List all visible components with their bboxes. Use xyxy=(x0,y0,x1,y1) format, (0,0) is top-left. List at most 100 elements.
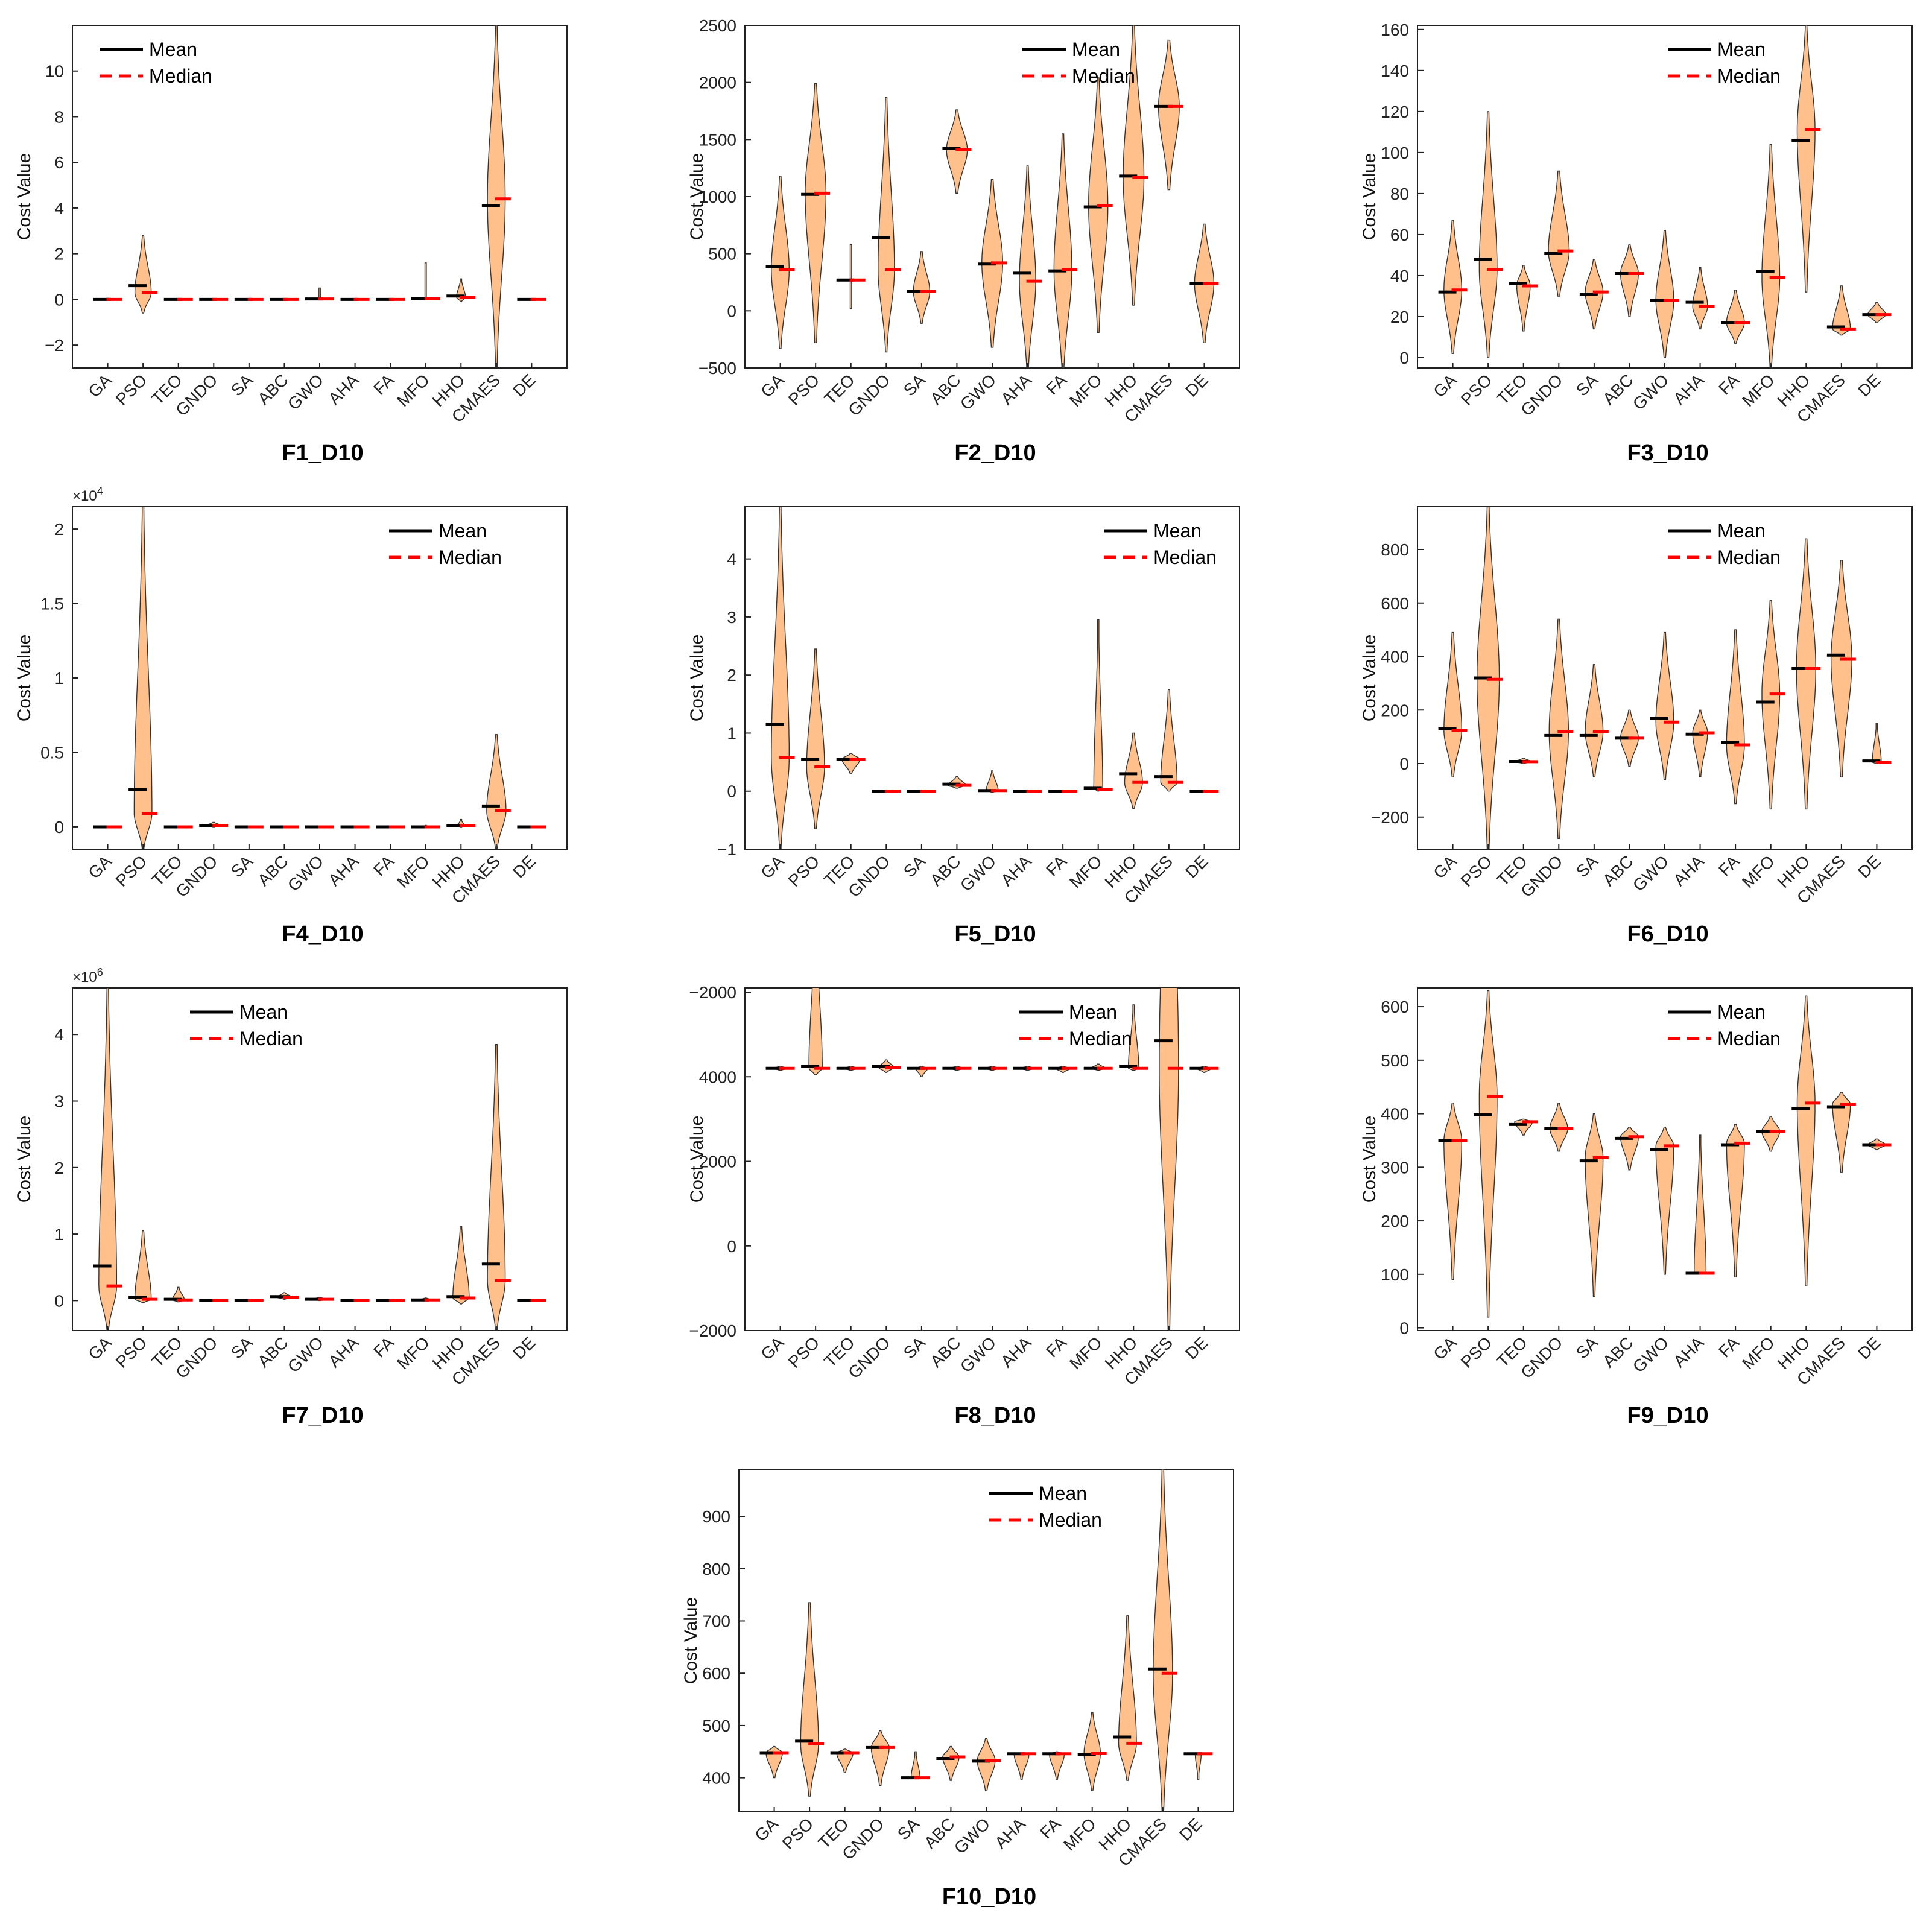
violin-cmaes xyxy=(1148,1469,1177,1812)
violin-pso xyxy=(801,83,831,343)
violin-cmaes xyxy=(1154,39,1183,191)
y-axis-label: Cost Value xyxy=(1360,634,1379,722)
violin-hho xyxy=(1791,538,1821,810)
y-axis-label: Cost Value xyxy=(687,153,707,241)
violin-body xyxy=(1443,1103,1463,1280)
violin-abc xyxy=(1615,1127,1644,1171)
legend-median-label: Median xyxy=(1072,65,1135,87)
x-tick-label: DE xyxy=(1854,852,1884,881)
violin-sa xyxy=(901,1751,930,1780)
violin-mfo xyxy=(411,824,440,829)
violin-fa xyxy=(376,825,405,829)
violin-body xyxy=(1620,1127,1639,1171)
violin-body xyxy=(808,988,823,1075)
y-tick-label: 600 xyxy=(1381,998,1409,1016)
violin-teo xyxy=(1509,265,1538,332)
violin-cmaes xyxy=(481,1043,511,1331)
violin-teo xyxy=(836,753,866,774)
violin-pso xyxy=(128,235,158,314)
violin-body xyxy=(910,1751,920,1779)
x-tick-label: AHA xyxy=(1670,852,1708,890)
violin-sa xyxy=(1579,1113,1609,1297)
violin-abc xyxy=(270,1292,299,1300)
y-tick-label: 4000 xyxy=(699,1068,736,1086)
y-tick-label: 200 xyxy=(1381,701,1409,720)
caption-f8: F8_D10 xyxy=(954,1403,1036,1428)
violin-pso xyxy=(128,507,158,849)
violin-abc xyxy=(270,825,299,829)
violin-teo xyxy=(163,1286,193,1303)
x-tick-label: FA xyxy=(1042,852,1070,879)
violin-body xyxy=(1832,1092,1851,1173)
violin-body xyxy=(1019,165,1036,368)
y-tick-label: 700 xyxy=(702,1612,730,1630)
caption-f2: F2_D10 xyxy=(954,440,1036,466)
violin-body xyxy=(1127,1004,1139,1071)
violin-body xyxy=(1443,631,1463,777)
legend: Mean Median xyxy=(989,1483,1102,1531)
violin-gndo xyxy=(199,297,229,301)
y-tick-label: 900 xyxy=(702,1507,730,1526)
violin-gwo xyxy=(978,1065,1007,1071)
violin-gndo xyxy=(1544,618,1574,840)
legend-median-label: Median xyxy=(1153,546,1217,568)
y-tick-label: 140 xyxy=(1381,62,1409,80)
y-tick-label: 40 xyxy=(1390,267,1409,285)
violin-sa xyxy=(1579,259,1609,330)
x-tick-label: AHA xyxy=(1670,1333,1708,1371)
x-tick-label: DE xyxy=(1182,370,1211,400)
violin-body xyxy=(1867,302,1886,323)
y-tick-label: −1 xyxy=(717,840,736,859)
violin-body xyxy=(841,753,861,774)
violin-fa xyxy=(1721,290,1750,344)
x-tick-label: AHA xyxy=(325,852,363,890)
violin-body xyxy=(765,1745,783,1779)
violin-pso xyxy=(801,648,831,830)
legend-mean-label: Mean xyxy=(1072,39,1120,60)
legend: Mean Median xyxy=(1022,39,1135,87)
violin-gndo xyxy=(1544,170,1574,297)
violin-sa xyxy=(1579,664,1609,777)
x-tick-label: SA xyxy=(900,1333,930,1362)
y-tick-label: 160 xyxy=(1381,21,1409,39)
legend-mean-label: Mean xyxy=(1717,39,1766,60)
violin-hho xyxy=(446,278,476,302)
caption-f10: F10_D10 xyxy=(942,1884,1037,1910)
x-tick-label: DE xyxy=(509,852,539,881)
violin-body xyxy=(1093,619,1103,792)
y-tick-label: −500 xyxy=(698,359,736,378)
x-tick-label: GA xyxy=(84,1333,115,1364)
violin-gndo xyxy=(866,1730,895,1786)
x-tick-label: GWO xyxy=(951,1814,993,1857)
violin-body xyxy=(771,507,790,849)
violin-aha xyxy=(1013,790,1042,793)
y-tick-label: 500 xyxy=(702,1717,730,1735)
x-tick-label: MFO xyxy=(1066,1333,1106,1373)
x-tick-label: FA xyxy=(1042,370,1070,398)
y-tick-label: 300 xyxy=(1381,1158,1409,1177)
violin-teo xyxy=(163,825,193,829)
violin-cmaes xyxy=(1154,988,1183,1331)
violin-body xyxy=(1796,538,1817,810)
violin-ga xyxy=(765,1065,795,1071)
violin-body xyxy=(771,176,790,349)
violin-de xyxy=(1189,1065,1219,1073)
y-tick-label: 0 xyxy=(1399,1319,1409,1338)
violin-mfo xyxy=(1083,77,1113,333)
legend: Mean Median xyxy=(1104,520,1217,568)
violin-fa xyxy=(1721,629,1750,805)
violin-mfo xyxy=(1077,1712,1107,1792)
x-tick-label: FA xyxy=(370,852,397,879)
x-tick-label: MFO xyxy=(1738,370,1778,410)
caption-f7: F7_D10 xyxy=(282,1403,364,1428)
violin-fa xyxy=(1042,1751,1072,1780)
violin-body xyxy=(1693,1134,1707,1275)
violin-pso xyxy=(128,1230,158,1303)
x-tick-label: PSO xyxy=(112,1333,151,1372)
y-tick-label: 2000 xyxy=(699,1153,736,1171)
violin-ga xyxy=(1438,1103,1468,1280)
y-tick-label: 600 xyxy=(702,1664,730,1683)
x-tick-label: MFO xyxy=(1066,852,1106,891)
